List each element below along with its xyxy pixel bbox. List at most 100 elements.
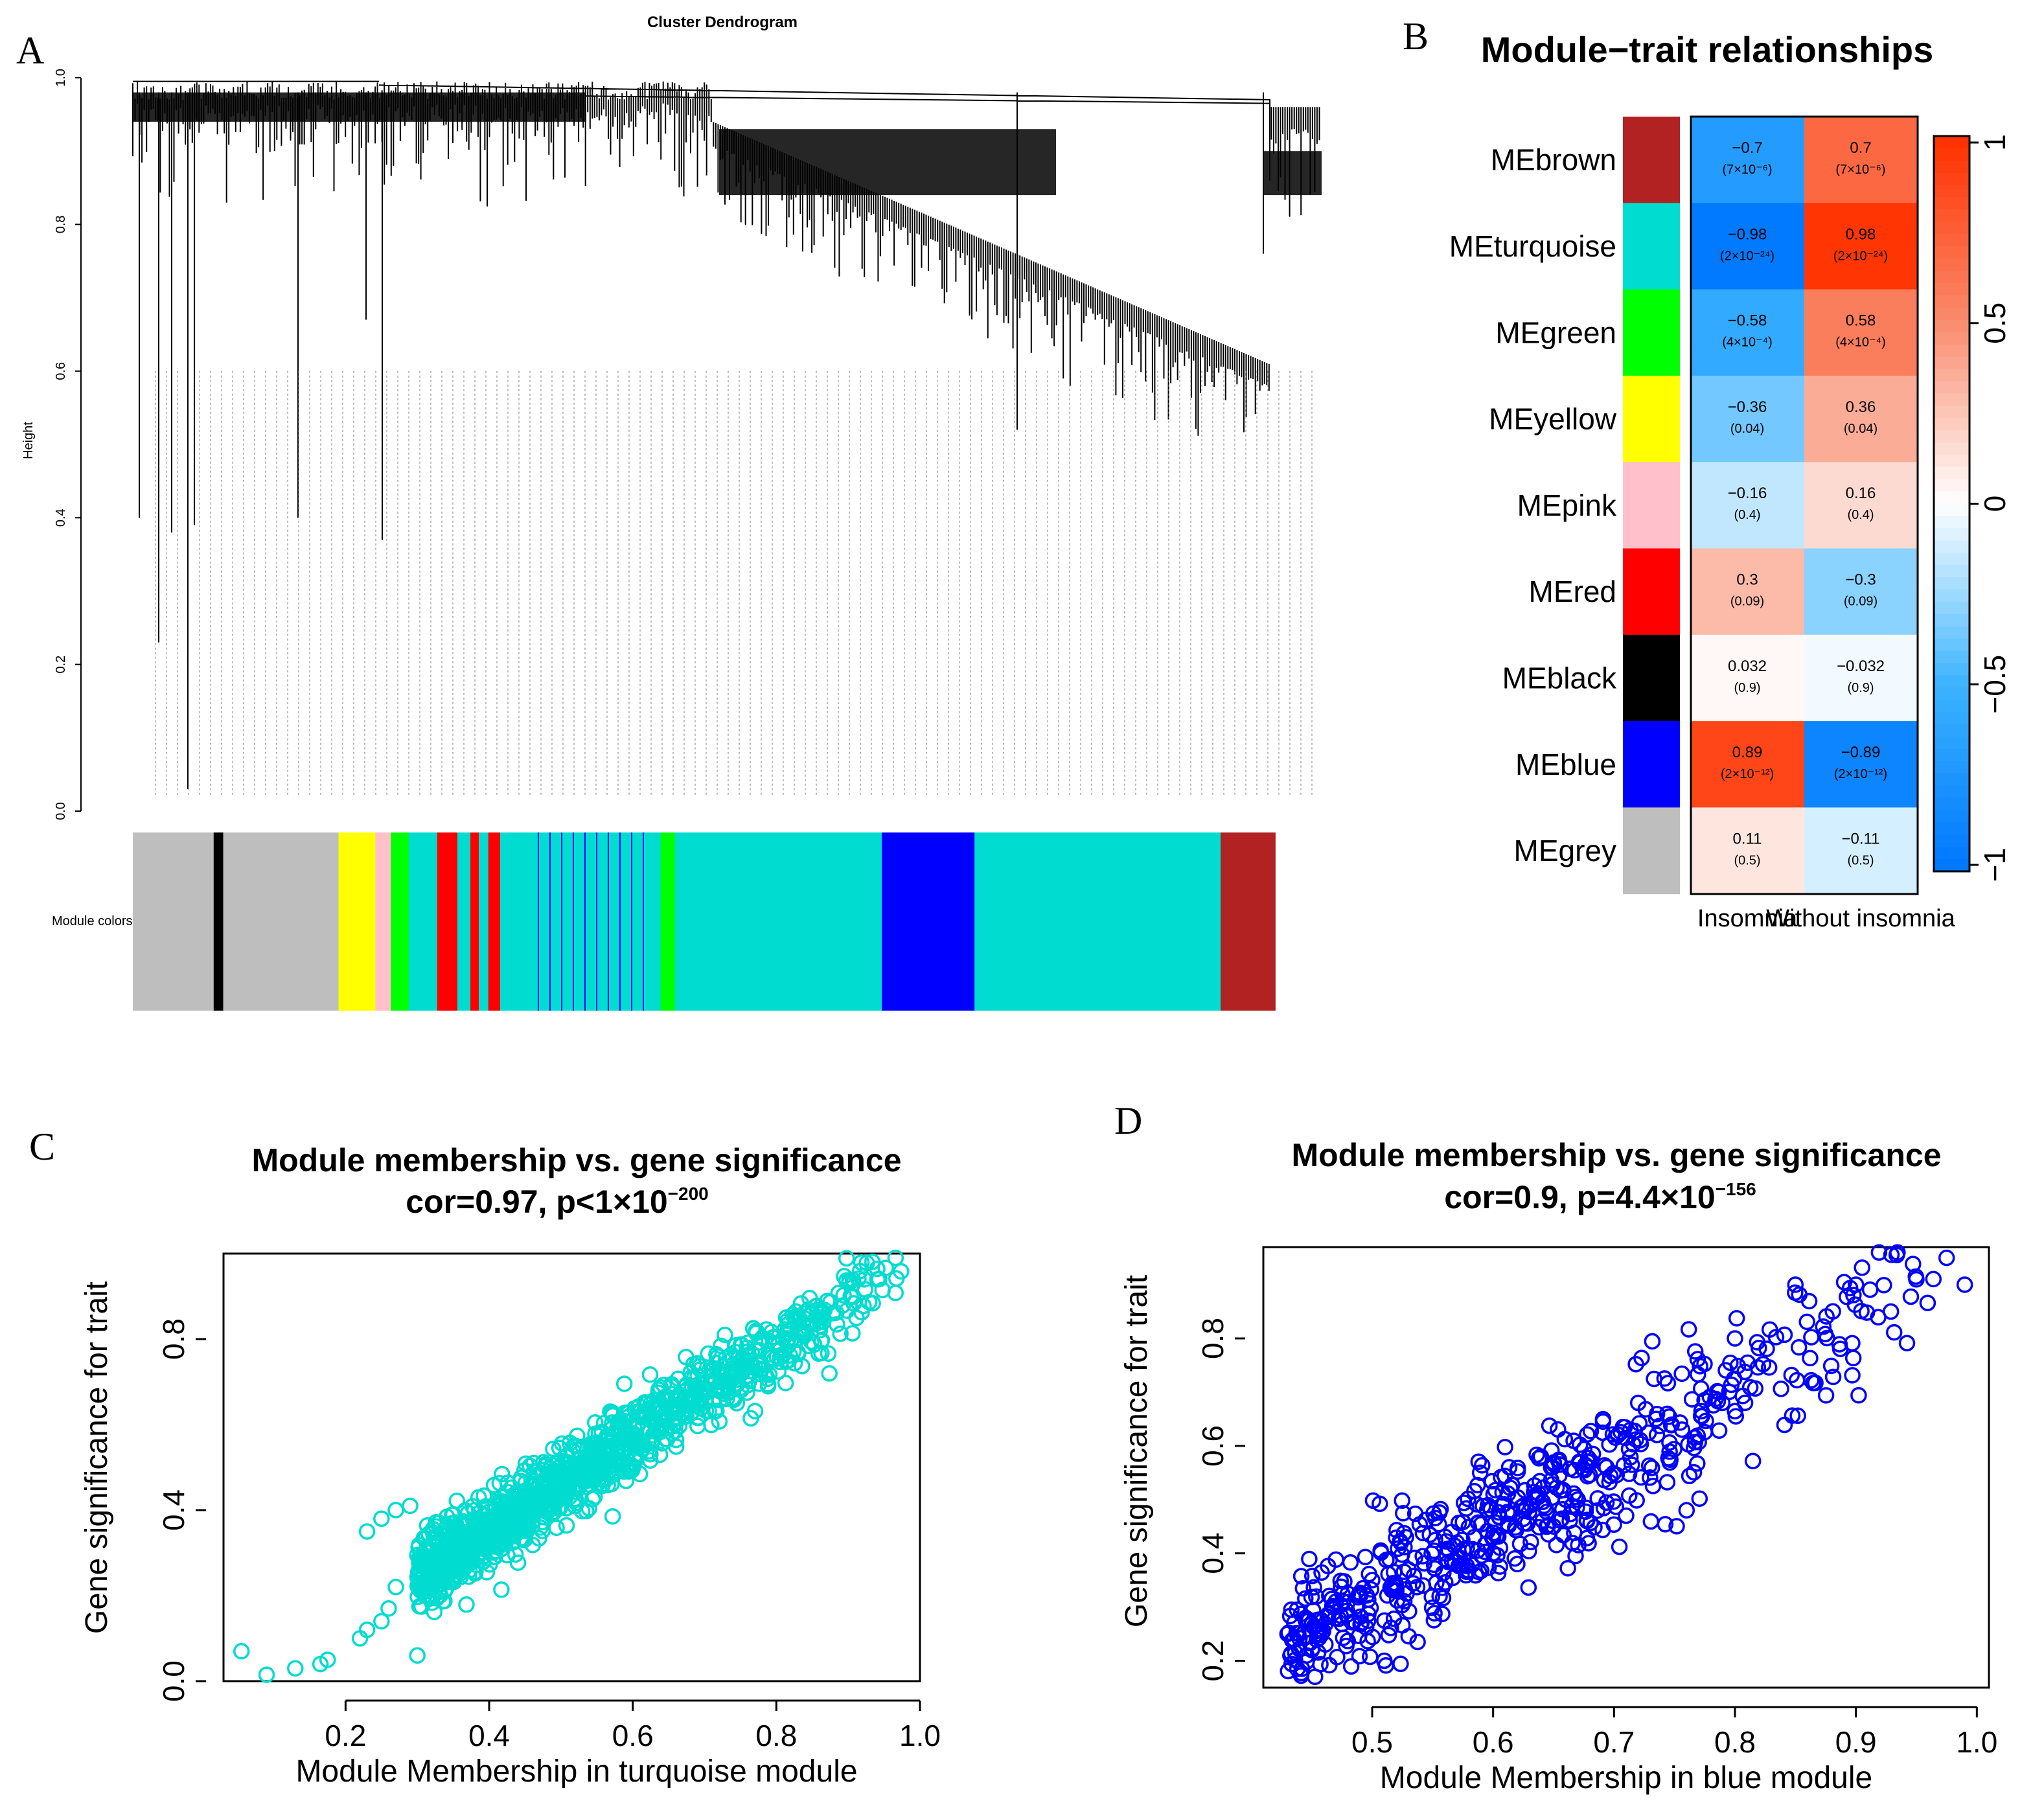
scatter-point — [1832, 1340, 1849, 1357]
scatter-point — [1470, 1453, 1487, 1470]
scatter-point — [1342, 1658, 1360, 1675]
legend-step — [1934, 516, 1969, 529]
scatter-point — [1511, 1535, 1529, 1553]
legend-step — [1934, 454, 1969, 468]
module-swatch-MEpink — [1623, 462, 1680, 549]
legend-step — [1934, 540, 1969, 554]
scatter-point — [775, 1330, 792, 1347]
module-swatch-MEturquoise — [1623, 203, 1680, 290]
cell-correlation: 0.98 — [1846, 225, 1876, 243]
module-color-segment-turquoise — [479, 832, 489, 1011]
cell-correlation: 0.36 — [1846, 398, 1876, 416]
scatter-point — [1853, 1302, 1870, 1320]
scatter-point — [494, 1465, 511, 1483]
legend-step — [1934, 601, 1969, 615]
module-swatch-MEblue — [1623, 721, 1680, 808]
scatter-point — [1426, 1605, 1443, 1622]
scatter-point — [1339, 1585, 1357, 1602]
cell-correlation: 0.7 — [1850, 139, 1871, 157]
scatter-point — [1690, 1366, 1706, 1383]
scatter-point — [1471, 1464, 1489, 1481]
legend-step — [1934, 406, 1969, 419]
module-color-segment-turquoise — [674, 832, 882, 1011]
scatter-point — [1673, 1365, 1690, 1382]
scatter-point — [770, 1363, 787, 1380]
scatter-point — [1640, 1424, 1657, 1441]
legend-step — [1934, 430, 1969, 443]
module-color-stripe-blue — [619, 832, 621, 1011]
legend-step — [1934, 295, 1969, 308]
panel-label-a: A — [16, 29, 44, 72]
scatter-point — [813, 1344, 830, 1362]
cell-pvalue: (0.04) — [1844, 422, 1877, 436]
heatmap-frame — [1690, 115, 1919, 895]
scatter-d-frame — [1262, 1246, 1990, 1689]
y-tick-label: 0.4 — [157, 1489, 190, 1531]
module-swatch-MEbrown — [1623, 117, 1680, 203]
module-color-segment-green — [660, 832, 676, 1011]
dendrogram-dense-block — [133, 92, 586, 122]
scatter-point — [258, 1666, 275, 1683]
scatter-point — [1335, 1629, 1352, 1646]
y-tick-label: 0.4 — [1196, 1533, 1230, 1574]
scatter-point — [1538, 1503, 1556, 1520]
scatter-blue: Module membership vs. gene significance … — [1120, 1137, 1997, 1795]
cell-correlation: −0.36 — [1728, 398, 1767, 416]
legend-tick-label: −1 — [1978, 848, 2012, 882]
scatter-point — [752, 1361, 769, 1379]
scatter-point — [838, 1302, 855, 1319]
scatter-point — [1491, 1509, 1508, 1526]
scatter-point — [1787, 1276, 1804, 1293]
heatmap-cell — [1804, 634, 1918, 722]
scatter-point — [1567, 1548, 1584, 1565]
scatter-point — [1426, 1560, 1443, 1577]
legend-step — [1934, 626, 1969, 639]
scatter-point — [1681, 1467, 1698, 1485]
scatter-point — [838, 1250, 855, 1267]
scatter-point — [1689, 1455, 1706, 1472]
cell-correlation: −0.7 — [1732, 139, 1762, 157]
scatter-point — [644, 1399, 661, 1416]
scatter-point — [759, 1375, 777, 1393]
cell-correlation: −0.16 — [1728, 485, 1767, 502]
scatter-point — [1430, 1515, 1447, 1533]
dendrogram-ylabel: Height — [21, 422, 36, 459]
scatter-point — [1579, 1453, 1596, 1470]
scatter-point — [692, 1400, 709, 1417]
scatter-point — [708, 1346, 725, 1363]
scatter-point — [742, 1410, 759, 1427]
dendrogram-title: Cluster Dendrogram — [647, 14, 798, 31]
heatmap-cell — [1691, 807, 1804, 895]
legend-step — [1934, 589, 1969, 602]
scatter-point — [822, 1294, 839, 1311]
scatter-point — [739, 1377, 757, 1394]
y-tick-label: 0.2 — [1196, 1640, 1230, 1682]
scatter-point — [1727, 1403, 1743, 1420]
scatter-point — [433, 1536, 451, 1553]
scatter-turquoise: Module membership vs. gene significance … — [80, 1142, 941, 1789]
scatter-point — [1576, 1462, 1593, 1479]
cell-pvalue: (0.09) — [1844, 595, 1877, 609]
scatter-point — [496, 1520, 512, 1537]
scatter-point — [1919, 1294, 1936, 1311]
scatter-point — [1559, 1559, 1576, 1577]
module-swatch-MEred — [1623, 548, 1680, 636]
scatter-point — [1850, 1387, 1867, 1404]
scatter-point — [1364, 1572, 1381, 1589]
scatter-point — [520, 1504, 537, 1522]
scatter-point — [1791, 1286, 1808, 1303]
scatter-point — [544, 1463, 561, 1480]
scatter-point — [1578, 1530, 1596, 1546]
legend-step — [1934, 148, 1969, 161]
x-tick-label: 1.0 — [899, 1719, 941, 1752]
scatter-point — [358, 1523, 376, 1540]
module-swatch-MEgreen — [1623, 289, 1680, 376]
dendrogram-y-ticks: 0.0 0.2 0.4 0.6 0.8 1.0 — [54, 69, 81, 820]
scatter-point — [781, 1347, 798, 1364]
scatter-point — [1629, 1394, 1647, 1412]
scatter-point — [1569, 1491, 1587, 1508]
scatter-point — [751, 1353, 768, 1370]
scatter-point — [787, 1311, 805, 1328]
scatter-point — [641, 1452, 659, 1469]
